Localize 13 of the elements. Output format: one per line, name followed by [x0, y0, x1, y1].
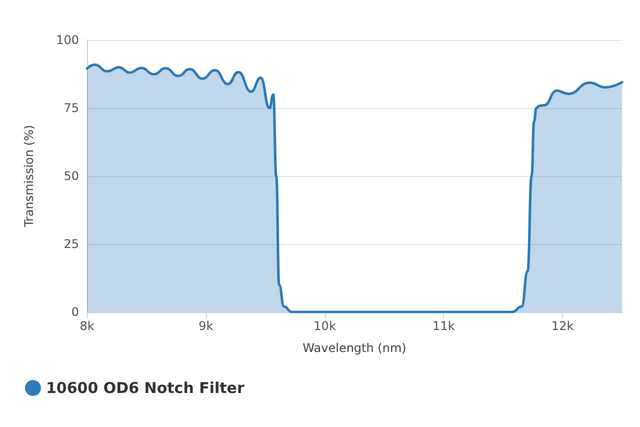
x-tick-label: 12k	[551, 319, 574, 333]
x-tick-label: 11k	[432, 319, 455, 333]
y-tick-label: 25	[64, 237, 79, 251]
x-axis-title: Wavelength (nm)	[302, 341, 406, 355]
x-tick-label: 9k	[198, 319, 214, 333]
y-axis-title: Transmission (%)	[22, 124, 36, 228]
legend-label: 10600 OD6 Notch Filter	[46, 379, 245, 397]
y-tick-label: 100	[56, 33, 79, 47]
y-tick-label: 50	[64, 169, 79, 183]
x-tick-label: 10k	[314, 319, 336, 333]
y-tick-label: 0	[71, 305, 79, 319]
x-tick-label: 8k	[80, 319, 94, 333]
y-tick-label: 75	[64, 101, 79, 115]
